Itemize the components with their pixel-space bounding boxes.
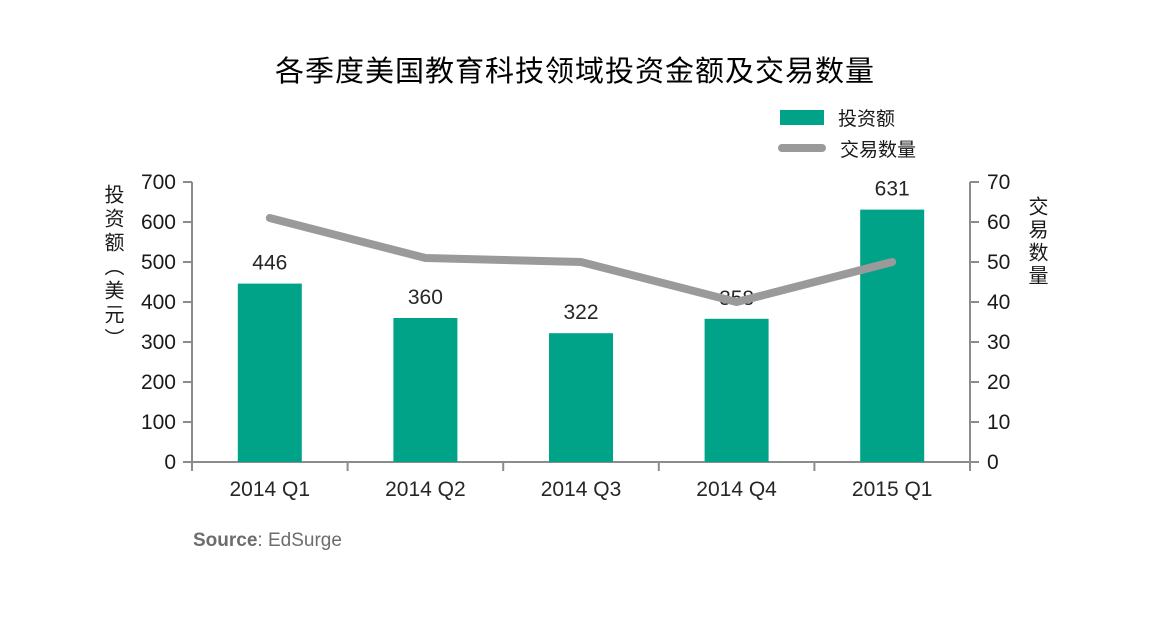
left-axis-tick-label: 0 bbox=[164, 451, 176, 474]
bar-value-label: 446 bbox=[252, 252, 287, 275]
x-axis-category-label: 2015 Q1 bbox=[852, 478, 933, 501]
investment-bar-swatch-icon bbox=[780, 109, 824, 125]
chart-title: 各季度美国教育科技领域投资金额及交易数量 bbox=[274, 56, 875, 88]
legend-item-deals: 交易数量 bbox=[778, 137, 917, 161]
x-axis-category-label: 2014 Q3 bbox=[541, 478, 622, 501]
source-prefix: Source bbox=[193, 530, 258, 551]
left-axis-tick-label: 700 bbox=[141, 171, 176, 194]
left-axis-tick-label: 200 bbox=[141, 371, 176, 394]
legend: 投资额 交易数量 bbox=[778, 106, 917, 161]
x-axis-category-label: 2014 Q2 bbox=[385, 478, 466, 501]
x-axis-category-label: 2014 Q4 bbox=[696, 478, 777, 501]
right-axis-tick-label: 50 bbox=[987, 251, 1010, 274]
left-axis-tick-label: 300 bbox=[141, 331, 176, 354]
right-axis-tick-label: 30 bbox=[987, 331, 1010, 354]
left-axis-tick-label: 600 bbox=[141, 211, 176, 234]
bar-value-label: 360 bbox=[408, 286, 443, 309]
bar bbox=[860, 209, 925, 462]
left-axis-tick-label: 500 bbox=[141, 251, 176, 274]
bar bbox=[549, 333, 613, 462]
left-axis-tick-label: 100 bbox=[141, 411, 176, 434]
source-name: : EdSurge bbox=[257, 530, 342, 551]
right-axis-tick-label: 70 bbox=[987, 171, 1010, 194]
bar-value-label: 322 bbox=[563, 301, 598, 324]
right-axis-tick-label: 60 bbox=[987, 211, 1010, 234]
right-axis-title: 交易数量 bbox=[1025, 196, 1047, 288]
deals-line bbox=[265, 214, 897, 306]
right-axis-tick-label: 10 bbox=[987, 411, 1010, 434]
legend-investment-label: 投资额 bbox=[838, 108, 896, 130]
bar bbox=[393, 318, 458, 462]
bar bbox=[704, 318, 769, 462]
legend-deals-label: 交易数量 bbox=[840, 139, 917, 161]
bar bbox=[237, 283, 302, 462]
legend-item-investment: 投资额 bbox=[780, 106, 916, 130]
deals-line-swatch-icon bbox=[778, 144, 826, 152]
x-axis-category-label: 2014 Q1 bbox=[230, 478, 311, 501]
left-axis-title: 投资额（美元） bbox=[101, 184, 123, 352]
left-axis-tick-label: 400 bbox=[141, 291, 176, 314]
right-axis-tick-label: 40 bbox=[987, 291, 1010, 314]
right-axis-tick-label: 20 bbox=[987, 371, 1010, 394]
bar-value-label: 631 bbox=[875, 178, 910, 201]
right-axis-tick-label: 0 bbox=[987, 451, 999, 474]
source-note: Source: EdSurge bbox=[193, 530, 342, 552]
